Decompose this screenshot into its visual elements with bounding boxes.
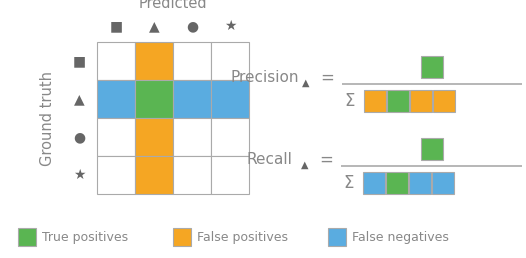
Bar xyxy=(409,172,431,194)
Bar xyxy=(173,156,211,194)
Text: Predicted: Predicted xyxy=(139,0,207,12)
Text: False positives: False positives xyxy=(197,230,288,244)
Text: Ground truth: Ground truth xyxy=(39,70,55,165)
Bar xyxy=(386,172,408,194)
Text: ▲: ▲ xyxy=(149,19,159,33)
Bar xyxy=(97,42,135,80)
Bar xyxy=(135,42,173,80)
Text: =: = xyxy=(319,151,333,169)
Bar xyxy=(135,156,173,194)
Bar xyxy=(173,80,211,118)
Text: ★: ★ xyxy=(224,19,236,33)
Bar xyxy=(420,138,442,160)
Text: ▲: ▲ xyxy=(301,160,309,170)
Bar xyxy=(421,56,443,78)
Bar xyxy=(97,156,135,194)
Bar xyxy=(211,80,249,118)
Bar xyxy=(211,156,249,194)
Text: ▲: ▲ xyxy=(302,78,309,88)
Bar xyxy=(363,172,385,194)
Text: ■: ■ xyxy=(109,19,123,33)
Text: Σ: Σ xyxy=(343,174,353,192)
Bar xyxy=(211,118,249,156)
Text: ●: ● xyxy=(73,130,85,144)
Text: ★: ★ xyxy=(73,168,85,182)
Text: ●: ● xyxy=(186,19,198,33)
Text: =: = xyxy=(320,69,334,87)
Bar xyxy=(18,228,36,246)
Bar xyxy=(135,80,173,118)
Text: False negatives: False negatives xyxy=(352,230,449,244)
Bar xyxy=(364,90,386,112)
Bar xyxy=(97,80,135,118)
Bar xyxy=(387,90,409,112)
Text: Precision: Precision xyxy=(230,70,298,85)
Text: ■: ■ xyxy=(73,54,86,68)
Text: Σ: Σ xyxy=(344,92,355,110)
Text: True positives: True positives xyxy=(42,230,128,244)
Bar xyxy=(328,228,346,246)
Bar xyxy=(135,118,173,156)
Bar xyxy=(173,228,191,246)
Bar xyxy=(211,42,249,80)
Bar xyxy=(97,118,135,156)
Bar xyxy=(433,90,455,112)
Bar xyxy=(173,42,211,80)
Text: ▲: ▲ xyxy=(74,92,84,106)
Text: Recall: Recall xyxy=(247,152,293,167)
Bar xyxy=(410,90,432,112)
Bar xyxy=(173,118,211,156)
Bar xyxy=(432,172,454,194)
